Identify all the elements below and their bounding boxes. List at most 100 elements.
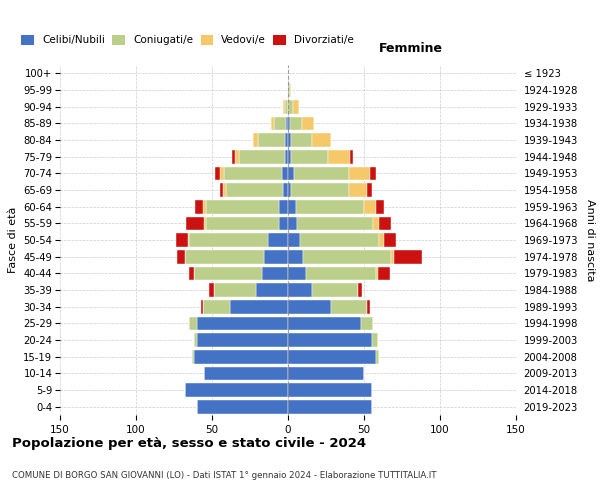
Bar: [288, 166, 294, 180]
Bar: [185, 383, 288, 397]
Bar: [288, 366, 364, 380]
Text: Femmine: Femmine: [379, 42, 443, 54]
Bar: [376, 200, 384, 213]
Bar: [285, 100, 288, 114]
Bar: [302, 116, 314, 130]
Bar: [279, 200, 288, 213]
Bar: [205, 216, 206, 230]
Bar: [188, 233, 189, 247]
Bar: [189, 266, 194, 280]
Bar: [235, 150, 239, 164]
Bar: [291, 133, 313, 147]
Bar: [288, 316, 361, 330]
Bar: [262, 266, 288, 280]
Bar: [185, 250, 263, 264]
Bar: [288, 233, 300, 247]
Bar: [257, 133, 285, 147]
Bar: [253, 133, 257, 147]
Bar: [194, 333, 197, 347]
Bar: [367, 183, 371, 197]
Bar: [376, 350, 379, 364]
Bar: [283, 183, 288, 197]
Bar: [379, 216, 391, 230]
Bar: [288, 300, 331, 314]
Bar: [350, 150, 353, 164]
Bar: [306, 266, 376, 280]
Bar: [194, 350, 288, 364]
Bar: [268, 233, 288, 247]
Bar: [274, 116, 286, 130]
Bar: [331, 300, 367, 314]
Bar: [290, 83, 291, 97]
Bar: [291, 183, 349, 197]
Bar: [328, 150, 350, 164]
Bar: [203, 200, 206, 213]
Bar: [288, 116, 290, 130]
Bar: [214, 283, 256, 297]
Bar: [288, 216, 297, 230]
Bar: [282, 166, 288, 180]
Bar: [384, 233, 396, 247]
Bar: [364, 200, 376, 213]
Bar: [206, 216, 279, 230]
Bar: [349, 166, 370, 180]
Bar: [379, 233, 384, 247]
Bar: [358, 283, 362, 297]
Bar: [288, 133, 291, 147]
Bar: [288, 200, 296, 213]
Bar: [296, 200, 364, 213]
Bar: [313, 133, 331, 147]
Bar: [300, 233, 379, 247]
Bar: [285, 150, 288, 164]
Bar: [367, 300, 370, 314]
Bar: [288, 100, 293, 114]
Bar: [288, 400, 371, 413]
Bar: [288, 333, 371, 347]
Bar: [195, 200, 203, 213]
Bar: [197, 316, 288, 330]
Y-axis label: Anni di nascita: Anni di nascita: [585, 198, 595, 281]
Bar: [288, 350, 376, 364]
Bar: [313, 283, 358, 297]
Bar: [279, 216, 288, 230]
Bar: [288, 150, 291, 164]
Bar: [285, 133, 288, 147]
Bar: [263, 250, 288, 264]
Bar: [291, 150, 328, 164]
Bar: [394, 250, 422, 264]
Bar: [370, 166, 376, 180]
Bar: [239, 150, 285, 164]
Bar: [205, 366, 288, 380]
Bar: [220, 183, 223, 197]
Text: COMUNE DI BORGO SAN GIOVANNI (LO) - Dati ISTAT 1° gennaio 2024 - Elaborazione TU: COMUNE DI BORGO SAN GIOVANNI (LO) - Dati…: [12, 471, 437, 480]
Bar: [220, 166, 224, 180]
Bar: [286, 116, 288, 130]
Bar: [224, 166, 282, 180]
Bar: [290, 116, 302, 130]
Bar: [197, 400, 288, 413]
Bar: [232, 150, 235, 164]
Bar: [293, 100, 299, 114]
Bar: [391, 250, 394, 264]
Bar: [288, 183, 291, 197]
Bar: [371, 333, 377, 347]
Bar: [192, 350, 194, 364]
Bar: [226, 183, 283, 197]
Bar: [215, 166, 220, 180]
Bar: [197, 333, 288, 347]
Bar: [230, 300, 288, 314]
Bar: [202, 300, 203, 314]
Bar: [203, 300, 230, 314]
Bar: [294, 166, 349, 180]
Bar: [206, 200, 279, 213]
Text: Popolazione per età, sesso e stato civile - 2024: Popolazione per età, sesso e stato civil…: [12, 437, 366, 450]
Bar: [256, 283, 288, 297]
Bar: [194, 266, 262, 280]
Bar: [283, 100, 285, 114]
Bar: [189, 233, 268, 247]
Bar: [288, 250, 303, 264]
Bar: [349, 183, 367, 197]
Bar: [361, 316, 373, 330]
Bar: [271, 116, 274, 130]
Bar: [288, 83, 290, 97]
